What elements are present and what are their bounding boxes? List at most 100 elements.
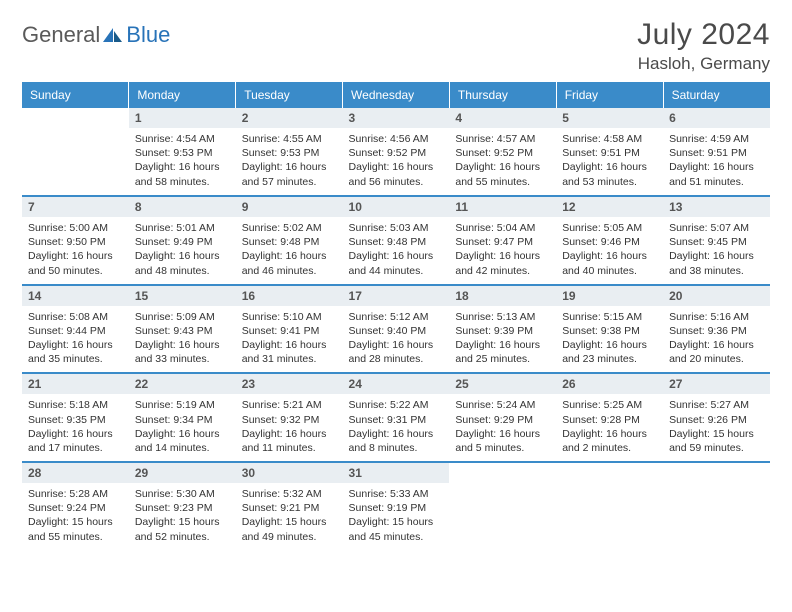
day-number: 9 [236,197,343,217]
day-details: Sunrise: 5:02 AMSunset: 9:48 PMDaylight:… [236,217,343,284]
weekday-header: Wednesday [343,82,450,108]
calendar-day-cell: 19Sunrise: 5:15 AMSunset: 9:38 PMDayligh… [556,285,663,374]
day-number: 12 [556,197,663,217]
calendar-day-cell: 30Sunrise: 5:32 AMSunset: 9:21 PMDayligh… [236,462,343,550]
weekday-header: Thursday [449,82,556,108]
day-number: 30 [236,463,343,483]
calendar-day-cell: 12Sunrise: 5:05 AMSunset: 9:46 PMDayligh… [556,196,663,285]
calendar-day-cell: 11Sunrise: 5:04 AMSunset: 9:47 PMDayligh… [449,196,556,285]
day-number: 31 [343,463,450,483]
day-details: Sunrise: 5:19 AMSunset: 9:34 PMDaylight:… [129,394,236,461]
calendar-day-cell: 15Sunrise: 5:09 AMSunset: 9:43 PMDayligh… [129,285,236,374]
calendar-day-cell: 4Sunrise: 4:57 AMSunset: 9:52 PMDaylight… [449,108,556,196]
day-details: Sunrise: 5:08 AMSunset: 9:44 PMDaylight:… [22,306,129,373]
day-number: 7 [22,197,129,217]
day-number: 26 [556,374,663,394]
day-number: 25 [449,374,556,394]
logo-sail-icon [102,26,124,44]
calendar-day-cell: 26Sunrise: 5:25 AMSunset: 9:28 PMDayligh… [556,373,663,462]
day-number: 27 [663,374,770,394]
day-number: 21 [22,374,129,394]
day-number: 10 [343,197,450,217]
day-details: Sunrise: 5:24 AMSunset: 9:29 PMDaylight:… [449,394,556,461]
day-details: Sunrise: 5:09 AMSunset: 9:43 PMDaylight:… [129,306,236,373]
day-number: 29 [129,463,236,483]
day-details: Sunrise: 4:57 AMSunset: 9:52 PMDaylight:… [449,128,556,195]
calendar-week-row: 21Sunrise: 5:18 AMSunset: 9:35 PMDayligh… [22,373,770,462]
calendar-day-cell: 18Sunrise: 5:13 AMSunset: 9:39 PMDayligh… [449,285,556,374]
weekday-header-row: SundayMondayTuesdayWednesdayThursdayFrid… [22,82,770,108]
brand-logo: General Blue [22,22,170,48]
calendar-day-cell: 3Sunrise: 4:56 AMSunset: 9:52 PMDaylight… [343,108,450,196]
day-number: 8 [129,197,236,217]
day-number: 16 [236,286,343,306]
day-details: Sunrise: 5:00 AMSunset: 9:50 PMDaylight:… [22,217,129,284]
day-number: 20 [663,286,770,306]
calendar-day-cell: 7Sunrise: 5:00 AMSunset: 9:50 PMDaylight… [22,196,129,285]
brand-part1: General [22,22,100,48]
calendar-day-cell [449,462,556,550]
calendar-day-cell: 10Sunrise: 5:03 AMSunset: 9:48 PMDayligh… [343,196,450,285]
calendar-day-cell [556,462,663,550]
calendar-day-cell: 2Sunrise: 4:55 AMSunset: 9:53 PMDaylight… [236,108,343,196]
calendar-day-cell: 21Sunrise: 5:18 AMSunset: 9:35 PMDayligh… [22,373,129,462]
calendar-day-cell: 22Sunrise: 5:19 AMSunset: 9:34 PMDayligh… [129,373,236,462]
day-details: Sunrise: 5:21 AMSunset: 9:32 PMDaylight:… [236,394,343,461]
calendar-day-cell: 28Sunrise: 5:28 AMSunset: 9:24 PMDayligh… [22,462,129,550]
calendar-day-cell: 24Sunrise: 5:22 AMSunset: 9:31 PMDayligh… [343,373,450,462]
day-details: Sunrise: 5:04 AMSunset: 9:47 PMDaylight:… [449,217,556,284]
day-details: Sunrise: 5:32 AMSunset: 9:21 PMDaylight:… [236,483,343,550]
day-details: Sunrise: 5:13 AMSunset: 9:39 PMDaylight:… [449,306,556,373]
weekday-header: Sunday [22,82,129,108]
calendar-day-cell: 6Sunrise: 4:59 AMSunset: 9:51 PMDaylight… [663,108,770,196]
day-number: 14 [22,286,129,306]
day-number: 11 [449,197,556,217]
day-number: 13 [663,197,770,217]
calendar-week-row: 7Sunrise: 5:00 AMSunset: 9:50 PMDaylight… [22,196,770,285]
day-number: 24 [343,374,450,394]
day-details: Sunrise: 5:16 AMSunset: 9:36 PMDaylight:… [663,306,770,373]
day-details: Sunrise: 5:03 AMSunset: 9:48 PMDaylight:… [343,217,450,284]
day-details: Sunrise: 5:28 AMSunset: 9:24 PMDaylight:… [22,483,129,550]
day-number: 3 [343,108,450,128]
page-header: General Blue July 2024 Hasloh, Germany [22,18,770,74]
weekday-header: Tuesday [236,82,343,108]
calendar-day-cell: 8Sunrise: 5:01 AMSunset: 9:49 PMDaylight… [129,196,236,285]
day-details: Sunrise: 5:18 AMSunset: 9:35 PMDaylight:… [22,394,129,461]
day-number: 23 [236,374,343,394]
day-details: Sunrise: 4:54 AMSunset: 9:53 PMDaylight:… [129,128,236,195]
calendar-table: SundayMondayTuesdayWednesdayThursdayFrid… [22,82,770,550]
day-details: Sunrise: 5:12 AMSunset: 9:40 PMDaylight:… [343,306,450,373]
calendar-day-cell: 13Sunrise: 5:07 AMSunset: 9:45 PMDayligh… [663,196,770,285]
brand-part2: Blue [126,22,170,48]
day-details: Sunrise: 5:25 AMSunset: 9:28 PMDaylight:… [556,394,663,461]
day-details: Sunrise: 5:10 AMSunset: 9:41 PMDaylight:… [236,306,343,373]
calendar-day-cell: 5Sunrise: 4:58 AMSunset: 9:51 PMDaylight… [556,108,663,196]
day-number: 22 [129,374,236,394]
day-details: Sunrise: 4:56 AMSunset: 9:52 PMDaylight:… [343,128,450,195]
day-number: 6 [663,108,770,128]
calendar-day-cell: 17Sunrise: 5:12 AMSunset: 9:40 PMDayligh… [343,285,450,374]
calendar-day-cell: 27Sunrise: 5:27 AMSunset: 9:26 PMDayligh… [663,373,770,462]
title-block: July 2024 Hasloh, Germany [637,18,770,74]
calendar-week-row: 14Sunrise: 5:08 AMSunset: 9:44 PMDayligh… [22,285,770,374]
day-number: 5 [556,108,663,128]
day-details: Sunrise: 5:22 AMSunset: 9:31 PMDaylight:… [343,394,450,461]
calendar-day-cell: 14Sunrise: 5:08 AMSunset: 9:44 PMDayligh… [22,285,129,374]
calendar-day-cell [663,462,770,550]
day-details: Sunrise: 5:01 AMSunset: 9:49 PMDaylight:… [129,217,236,284]
calendar-week-row: 1Sunrise: 4:54 AMSunset: 9:53 PMDaylight… [22,108,770,196]
calendar-day-cell: 20Sunrise: 5:16 AMSunset: 9:36 PMDayligh… [663,285,770,374]
day-details: Sunrise: 5:15 AMSunset: 9:38 PMDaylight:… [556,306,663,373]
calendar-day-cell [22,108,129,196]
calendar-day-cell: 25Sunrise: 5:24 AMSunset: 9:29 PMDayligh… [449,373,556,462]
weekday-header: Monday [129,82,236,108]
day-number: 1 [129,108,236,128]
day-details: Sunrise: 5:27 AMSunset: 9:26 PMDaylight:… [663,394,770,461]
weekday-header: Friday [556,82,663,108]
day-number: 15 [129,286,236,306]
calendar-day-cell: 9Sunrise: 5:02 AMSunset: 9:48 PMDaylight… [236,196,343,285]
day-number: 28 [22,463,129,483]
calendar-day-cell: 23Sunrise: 5:21 AMSunset: 9:32 PMDayligh… [236,373,343,462]
day-details: Sunrise: 4:55 AMSunset: 9:53 PMDaylight:… [236,128,343,195]
